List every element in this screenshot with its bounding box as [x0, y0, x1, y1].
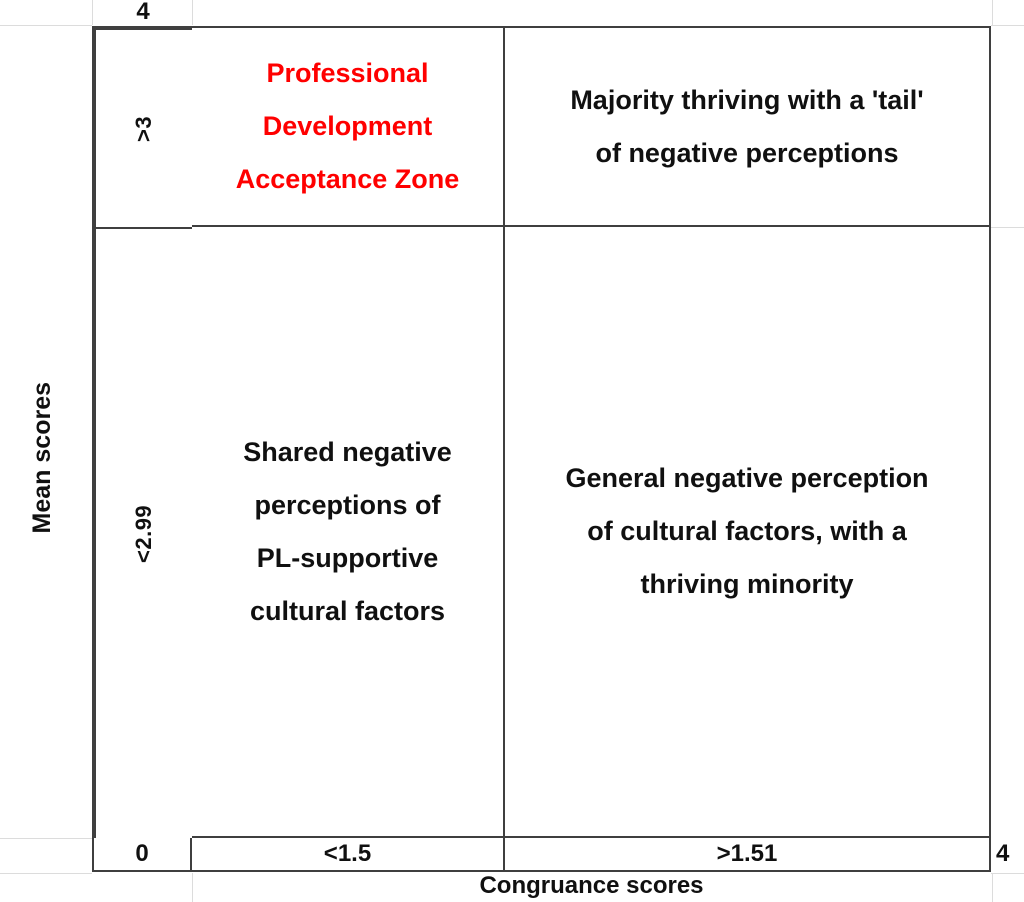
quadrant-top-left-line: Acceptance Zone — [235, 164, 460, 194]
quadrant-top-right: Majority thriving with a 'tail' of negat… — [505, 28, 989, 227]
quadrant-bottom-right: General negative perception of cultural … — [505, 227, 989, 838]
quadrant-bottom-left: Shared negative perceptions of PL-suppor… — [192, 227, 505, 838]
quadrant-bottom-right-line: of cultural factors, with a — [587, 516, 907, 546]
gridline — [192, 873, 193, 902]
y-tick-top: >3 — [94, 28, 192, 227]
x-axis-origin-label: 0 — [94, 838, 192, 870]
x-tick-left: <1.5 — [192, 838, 505, 870]
gridline — [991, 227, 1024, 228]
quadrant-top-left: Professional Development Acceptance Zone — [192, 28, 505, 227]
y-axis-max-label: 4 — [136, 0, 150, 25]
x-axis-title: Congruance scores — [479, 872, 704, 899]
y-axis-title: Mean scores — [28, 382, 56, 534]
gridline — [0, 25, 92, 26]
x-axis-max-label: 4 — [996, 840, 1010, 867]
quadrant-top-left-line: Professional — [266, 58, 429, 88]
quadrant-top-right-line: Majority thriving with a 'tail' — [570, 84, 924, 115]
x-tick-right: >1.51 — [716, 840, 778, 867]
y-tick-bottom: <2.99 — [94, 227, 192, 838]
quadrant-bottom-right-line: thriving minority — [640, 569, 854, 599]
quadrant-bottom-left-line: cultural factors — [249, 595, 446, 626]
quadrant-top-right-line: of negative perceptions — [595, 137, 899, 168]
gridline — [991, 873, 1024, 874]
quadrant-bottom-right-line: General negative perception — [565, 463, 929, 493]
matrix-table: >3 Professional Development Acceptance Z… — [92, 26, 991, 872]
gridline — [0, 838, 92, 839]
quadrant-bottom-left-line: PL-supportive — [256, 542, 439, 573]
gridline — [992, 873, 993, 902]
gridline — [192, 0, 193, 25]
gridline — [991, 25, 1024, 26]
quadrant-bottom-left-line: perceptions of — [254, 489, 441, 520]
gridline — [0, 873, 92, 874]
gridline — [992, 0, 993, 25]
gridline — [92, 0, 93, 25]
quadrant-top-left-line: Development — [262, 111, 433, 141]
quadrant-bottom-left-line: Shared negative — [243, 436, 452, 467]
